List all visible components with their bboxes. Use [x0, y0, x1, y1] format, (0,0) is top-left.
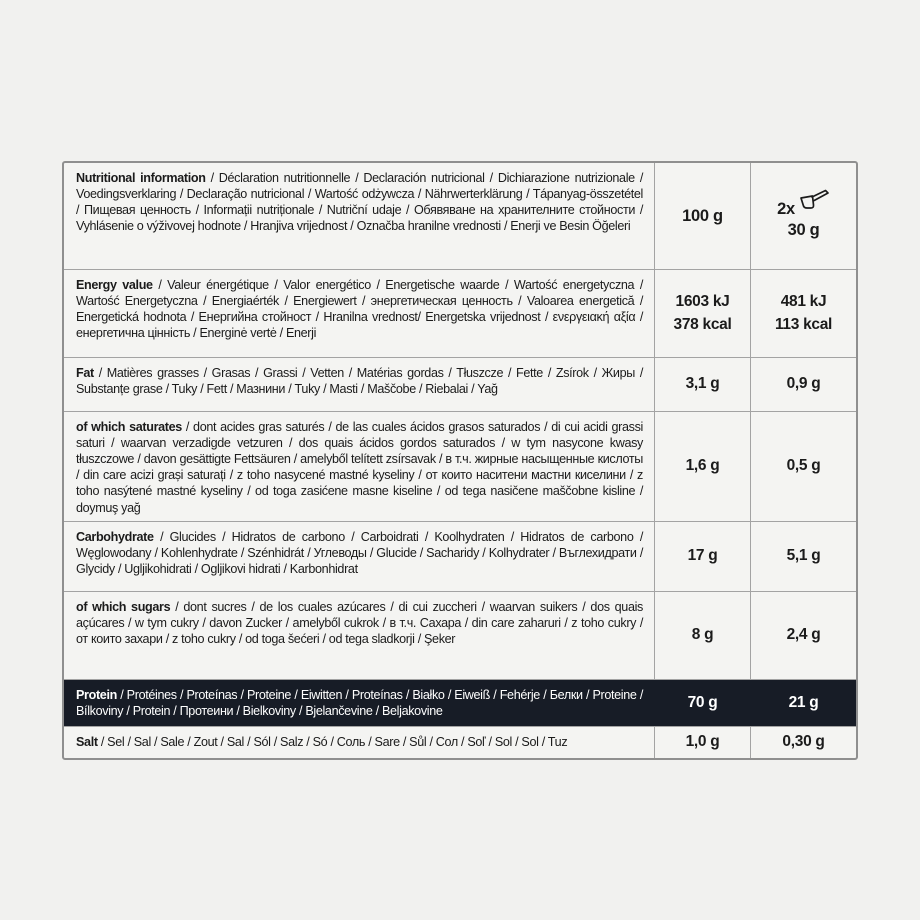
sugars-term: of which sugars: [76, 600, 171, 614]
protein-label-cell: Protein / Protéines / Proteínas / Protei…: [64, 680, 655, 726]
salt-serving-value: 0,30 g: [782, 733, 825, 751]
saturates-label-cell: of which saturates / dont acides gras sa…: [64, 412, 655, 521]
carbohydrate-serving-value: 5,1 g: [786, 547, 821, 565]
energy-per100-cell: 1603 kJ 378 kcal: [655, 270, 751, 357]
table-row-saturates: of which saturates / dont acides gras sa…: [64, 412, 856, 522]
sugars-serving-cell: 2,4 g: [751, 592, 856, 679]
carbohydrate-term: Carbohydrate: [76, 530, 154, 544]
header-label-text: Nutritional information / Déclaration nu…: [76, 170, 643, 234]
sugars-label-cell: of which sugars / dont sucres / de los c…: [64, 592, 655, 679]
energy-term: Energy value: [76, 278, 153, 292]
header-translations: / Déclaration nutritionnelle / Declaraci…: [76, 171, 643, 234]
energy-serving-cell: 481 kJ 113 kcal: [751, 270, 856, 357]
fat-serving-cell: 0,9 g: [751, 358, 856, 411]
protein-translations: / Protéines / Proteínas / Proteine / Eiw…: [76, 688, 643, 719]
energy-translations: / Valeur énergétique / Valor energético …: [76, 278, 643, 341]
salt-per100-value: 1,0 g: [685, 733, 720, 751]
saturates-serving-cell: 0,5 g: [751, 412, 856, 521]
energy-per100-value: 1603 kJ 378 kcal: [673, 293, 732, 333]
protein-per100-cell: 70 g: [655, 680, 751, 726]
header-term: Nutritional information: [76, 171, 206, 185]
protein-serving-cell: 21 g: [751, 680, 856, 726]
saturates-term: of which saturates: [76, 420, 182, 434]
table-row-carbohydrate: Carbohydrate / Glucides / Hidratos de ca…: [64, 522, 856, 592]
carbohydrate-translations: / Glucides / Hidratos de carbono / Carbo…: [76, 530, 643, 577]
carbohydrate-label-cell: Carbohydrate / Glucides / Hidratos de ca…: [64, 522, 655, 591]
table-row-fat: Fat / Matières grasses / Grasas / Grassi…: [64, 358, 856, 412]
salt-per100-cell: 1,0 g: [655, 727, 751, 758]
sugars-serving-value: 2,4 g: [786, 626, 821, 644]
fat-translations: / Matières grasses / Grasas / Grassi / V…: [76, 366, 643, 397]
scoop-icon: [798, 188, 830, 215]
table-row-sugars: of which sugars / dont sucres / de los c…: [64, 592, 856, 680]
header-label-cell: Nutritional information / Déclaration nu…: [64, 163, 655, 269]
sugars-per100-cell: 8 g: [655, 592, 751, 679]
table-row-protein: Protein / Protéines / Proteínas / Protei…: [64, 680, 856, 727]
carbohydrate-serving-cell: 5,1 g: [751, 522, 856, 591]
table-row-salt: Salt / Sel / Sal / Sale / Zout / Sal / S…: [64, 727, 856, 758]
saturates-translations: / dont acides gras saturés / de las cual…: [76, 420, 643, 515]
protein-serving-value: 21 g: [788, 693, 819, 711]
fat-per100-cell: 3,1 g: [655, 358, 751, 411]
salt-term: Salt: [76, 735, 98, 749]
energy-serving-value: 481 kJ 113 kcal: [774, 293, 833, 333]
table-row-energy: Energy value / Valeur énergétique / Valo…: [64, 270, 856, 358]
header-per100-cell: 100 g: [655, 163, 751, 269]
sugars-translations: / dont sucres / de los cuales azúcares /…: [76, 600, 644, 647]
salt-label-cell: Salt / Sel / Sal / Sale / Zout / Sal / S…: [64, 727, 655, 758]
protein-per100-value: 70 g: [687, 693, 718, 711]
fat-label-cell: Fat / Matières grasses / Grasas / Grassi…: [64, 358, 655, 411]
energy-label-cell: Energy value / Valeur énergétique / Valo…: [64, 270, 655, 357]
salt-serving-cell: 0,30 g: [751, 727, 856, 758]
fat-per100-value: 3,1 g: [685, 375, 720, 393]
serving-header-line1: 2x: [777, 189, 830, 219]
carbohydrate-per100-cell: 17 g: [655, 522, 751, 591]
per100-column-header: 100 g: [682, 206, 723, 225]
salt-translations: / Sel / Sal / Sale / Zout / Sal / Sól / …: [100, 735, 568, 749]
fat-serving-value: 0,9 g: [786, 375, 821, 393]
table-header-row: Nutritional information / Déclaration nu…: [64, 163, 856, 270]
serving-prefix: 2x: [777, 200, 795, 218]
carbohydrate-per100-value: 17 g: [687, 547, 718, 565]
protein-term: Protein: [76, 688, 117, 702]
sugars-per100-value: 8 g: [691, 626, 714, 644]
nutrition-facts-table: Nutritional information / Déclaration nu…: [62, 161, 858, 760]
header-serving-cell: 2x 30 g: [751, 163, 856, 269]
saturates-per100-cell: 1,6 g: [655, 412, 751, 521]
saturates-per100-value: 1,6 g: [685, 457, 720, 475]
fat-term: Fat: [76, 366, 94, 380]
serving-amount: 30 g: [787, 221, 820, 239]
saturates-serving-value: 0,5 g: [786, 457, 821, 475]
